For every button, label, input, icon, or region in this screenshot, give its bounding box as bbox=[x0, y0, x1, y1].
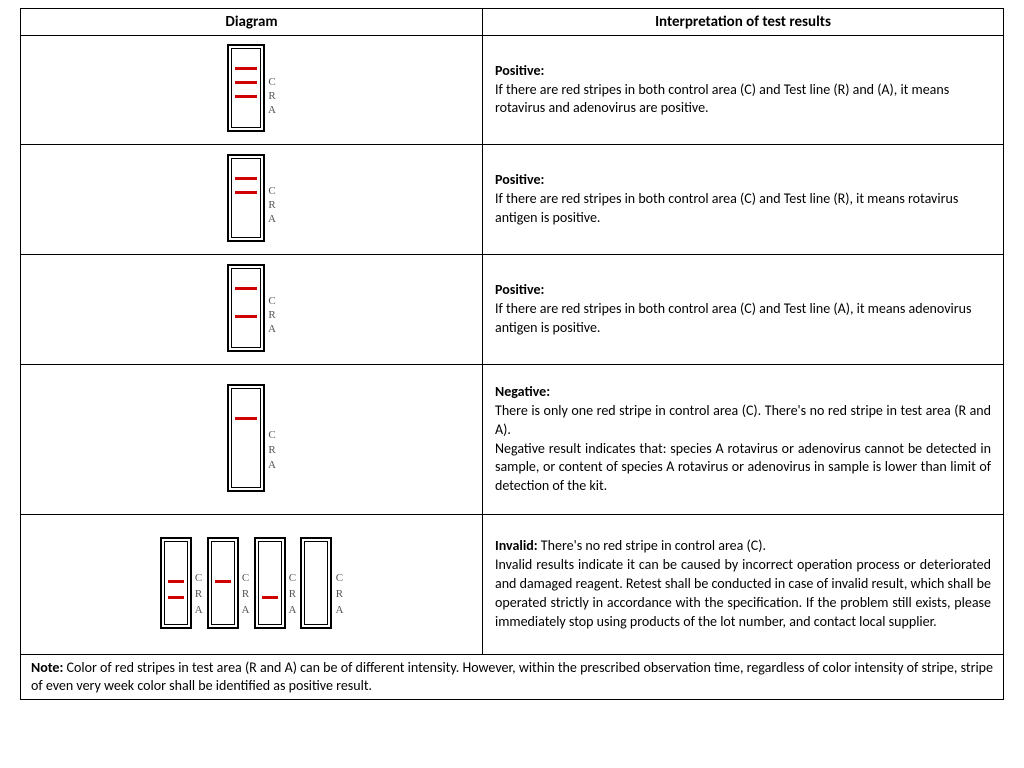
diagram-cell: CRA bbox=[21, 365, 483, 515]
diagram-cell: CRA CRA CRA CRA bbox=[21, 515, 483, 655]
test-strip: CRA bbox=[160, 537, 203, 629]
test-strip: CRA bbox=[227, 264, 276, 352]
test-strip: CRA bbox=[300, 537, 343, 629]
stripe bbox=[235, 95, 257, 98]
strip-labels: CRA bbox=[335, 549, 343, 616]
note-cell: Note: Color of red stripes in test area … bbox=[21, 655, 1004, 700]
note-label: Note: bbox=[31, 659, 63, 676]
test-strip: CRA bbox=[227, 154, 276, 242]
header-diagram: Diagram bbox=[21, 9, 483, 36]
test-strip: CRA bbox=[207, 537, 250, 629]
interpretation-cell: Positive:If there are red stripes in bot… bbox=[483, 36, 1004, 145]
stripe bbox=[235, 67, 257, 70]
stripe bbox=[235, 287, 257, 290]
stripe bbox=[215, 580, 231, 583]
stripe bbox=[262, 596, 278, 599]
stripe bbox=[168, 596, 184, 599]
test-strip: CRA bbox=[227, 384, 276, 492]
interpretation-cell: Positive:If there are red stripes in bot… bbox=[483, 145, 1004, 255]
interpretation-cell: Invalid: There's no red stripe in contro… bbox=[483, 515, 1004, 655]
interpretation-cell: Negative:There is only one red stripe in… bbox=[483, 365, 1004, 515]
strip-labels: CRA bbox=[268, 170, 276, 225]
stripe bbox=[235, 191, 257, 194]
stripe bbox=[235, 417, 257, 420]
stripe bbox=[235, 315, 257, 318]
results-table: Diagram Interpretation of test results C… bbox=[20, 8, 1004, 700]
strip-labels: CRA bbox=[268, 61, 276, 116]
test-strip: CRA bbox=[254, 537, 297, 629]
stripe bbox=[235, 81, 257, 84]
diagram-cell: CRA bbox=[21, 36, 483, 145]
interpretation-cell: Positive:If there are red stripes in bot… bbox=[483, 255, 1004, 365]
diagram-cell: CRA bbox=[21, 255, 483, 365]
stripe bbox=[235, 177, 257, 180]
diagram-cell: CRA bbox=[21, 145, 483, 255]
strip-labels: CRA bbox=[268, 280, 276, 335]
strip-labels: CRA bbox=[268, 404, 276, 471]
test-strip: CRA bbox=[227, 44, 276, 132]
strip-labels: CRA bbox=[195, 549, 203, 616]
strip-labels: CRA bbox=[289, 549, 297, 616]
note-text: Color of red stripes in test area (R and… bbox=[31, 659, 993, 694]
stripe bbox=[168, 580, 184, 583]
header-interpretation: Interpretation of test results bbox=[483, 9, 1004, 36]
strip-labels: CRA bbox=[242, 549, 250, 616]
